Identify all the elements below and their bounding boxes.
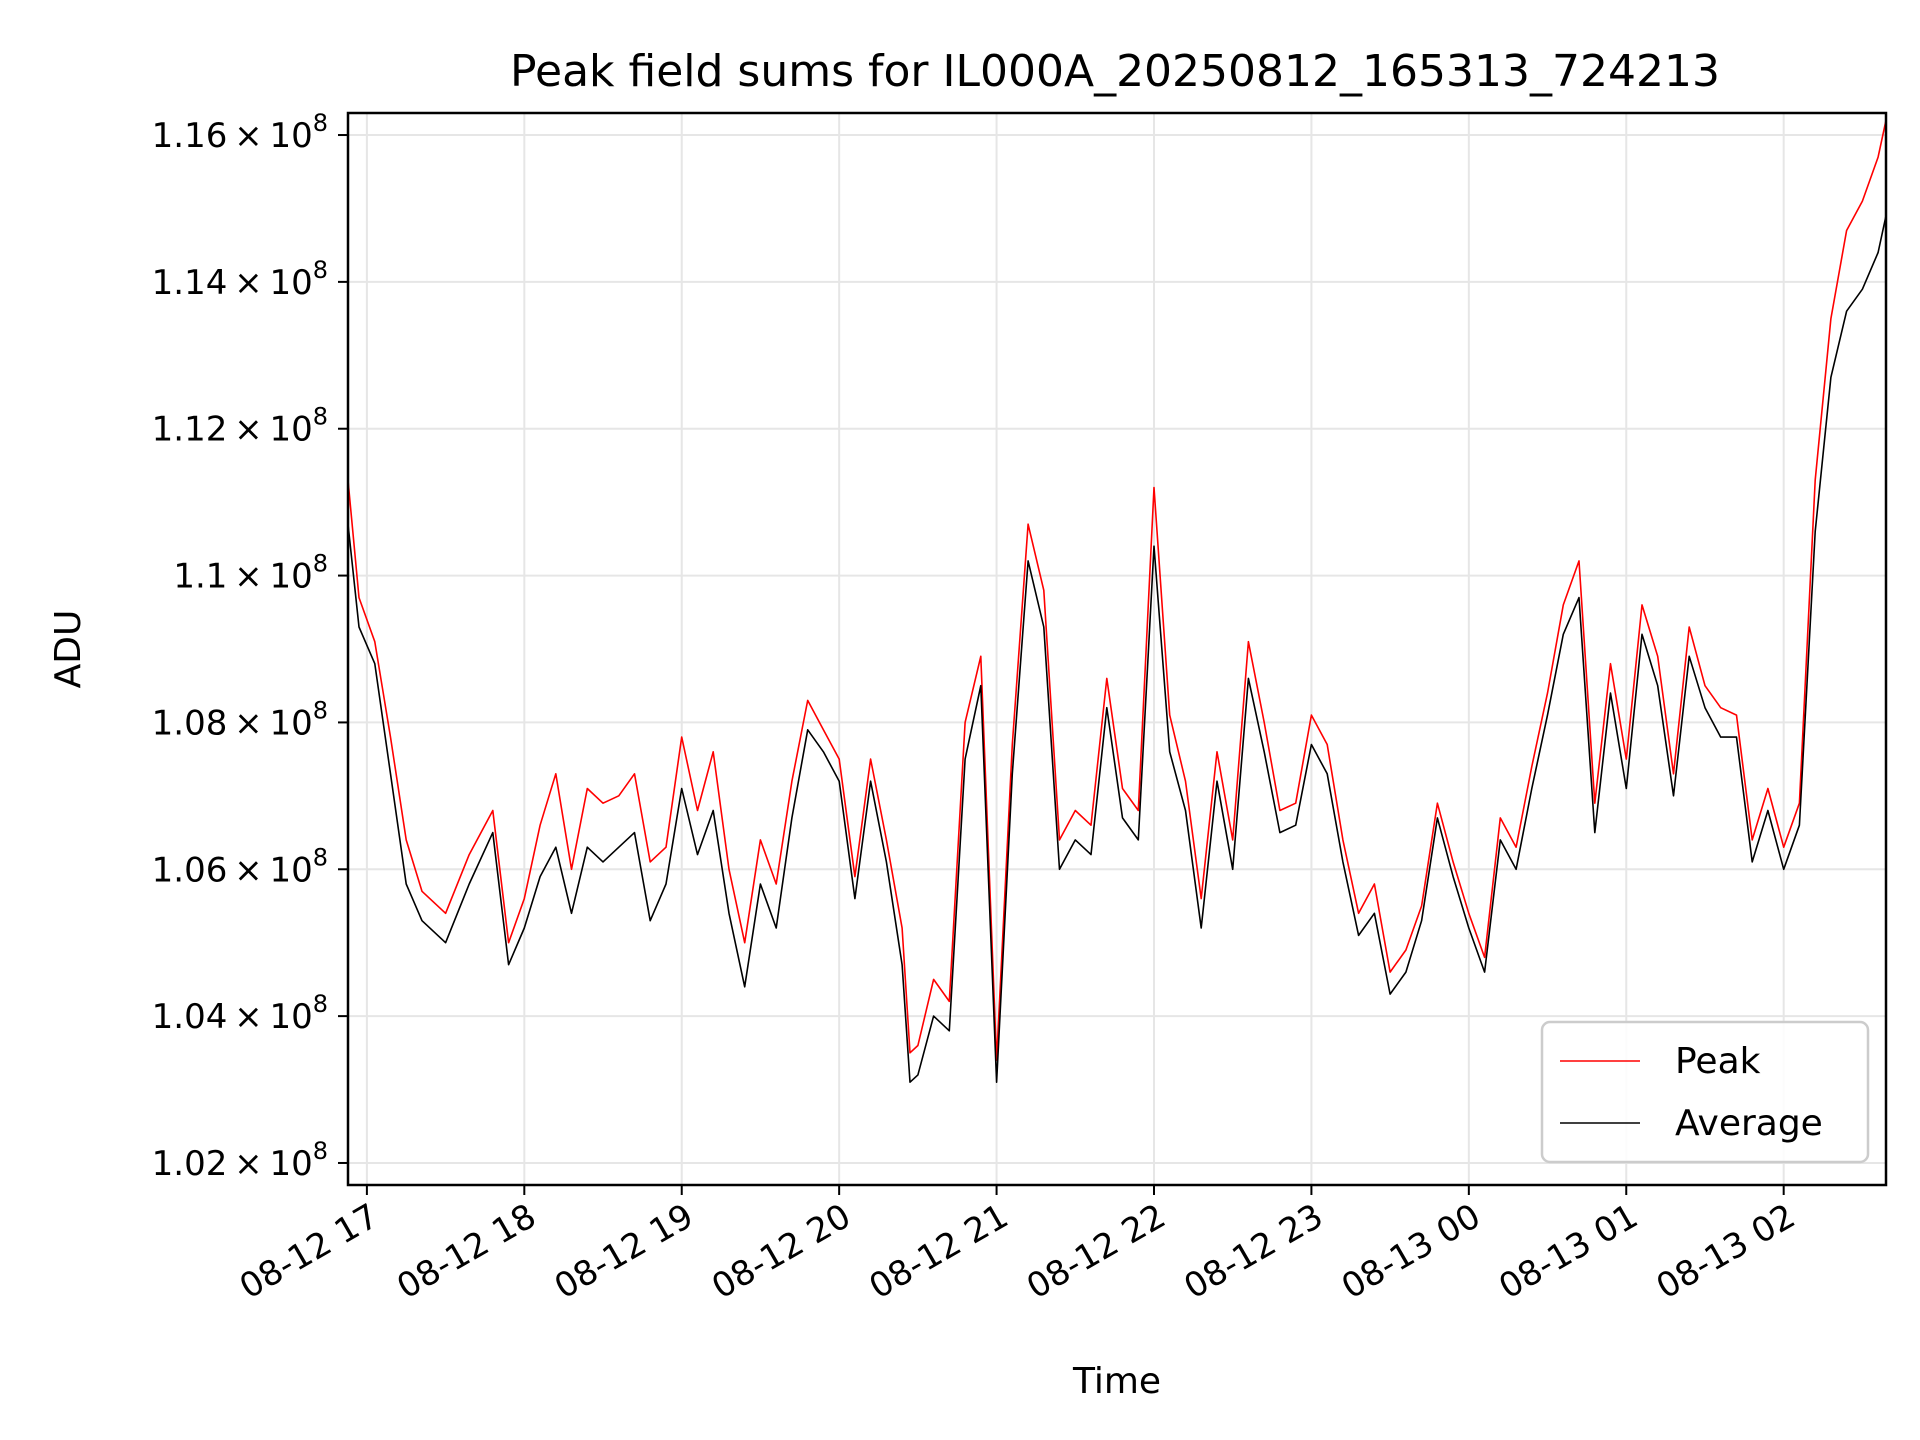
y-tick-label: 1.14 × 108	[152, 256, 328, 303]
chart-title: Peak field sums for IL000A_20250812_1653…	[510, 46, 1720, 97]
legend-peak-label: Peak	[1675, 1041, 1761, 1082]
x-axis-title: Time	[1072, 1361, 1161, 1402]
series-line-average	[348, 215, 1886, 1083]
grid	[348, 113, 1886, 1185]
y-axis-title: ADU	[48, 610, 89, 689]
y-tick-label: 1.08 × 108	[152, 696, 328, 743]
legend-box	[1540, 1020, 1870, 1164]
y-tick-label: 1.04 × 108	[152, 990, 328, 1037]
y-tick-label: 1.12 × 108	[152, 403, 328, 450]
axes-frame	[346, 111, 1888, 1187]
y-tick-label: 1.06 × 108	[152, 843, 328, 890]
legend: Peak Average	[1540, 1020, 1870, 1164]
series-line-peak	[348, 120, 1886, 1061]
y-tick-label: 1.1 × 108	[173, 550, 328, 597]
y-axis: 1.02 × 108 1.04 × 108 1.06 × 108 1.08 × 108…	[152, 109, 348, 1184]
plot-area	[348, 120, 1886, 1083]
y-tick-label: 1.16 × 108	[152, 109, 328, 156]
legend-average-label: Average	[1675, 1103, 1823, 1144]
y-tick-label: 1.02 × 108	[152, 1137, 328, 1184]
